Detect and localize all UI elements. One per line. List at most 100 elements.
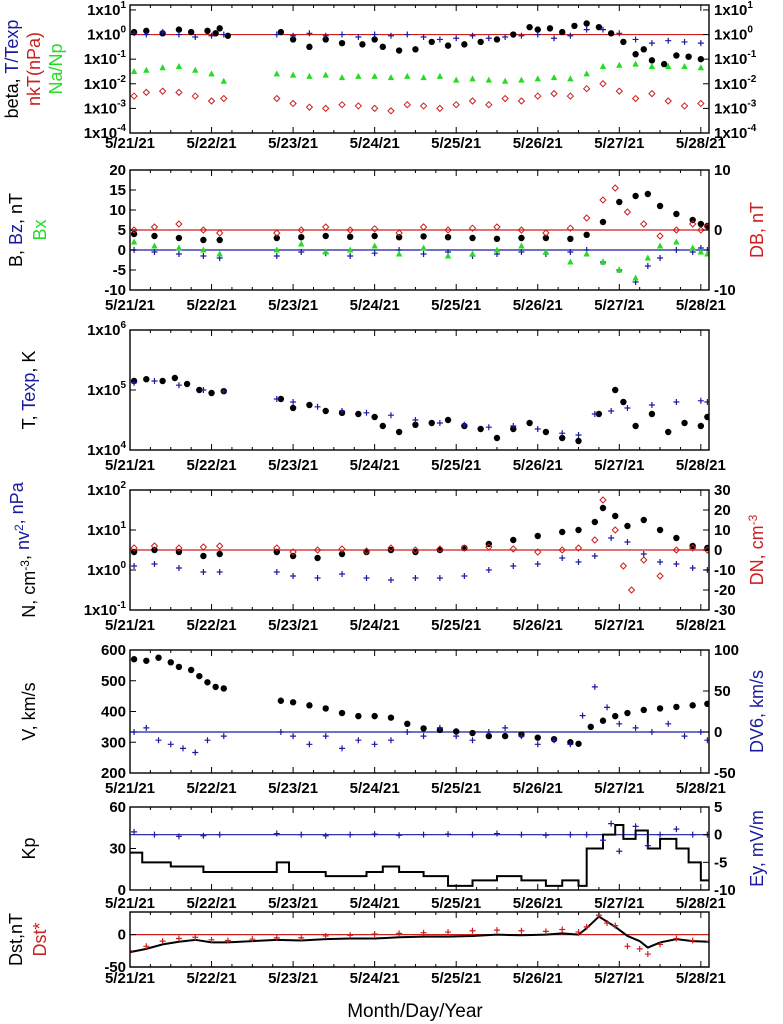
data-point (150, 542, 159, 550)
y-tick-label: 1x10-1 (84, 49, 127, 68)
data-point (542, 832, 549, 839)
y-axis-label-part: 2 (12, 524, 26, 531)
y-axis-label: nkT(nPa) (24, 32, 44, 106)
data-point (689, 542, 696, 550)
y-tick-label-right: 1x100 (714, 25, 753, 44)
y-axis-label: Kp (19, 837, 39, 859)
data-point (697, 422, 705, 430)
y-axis-label-right: DN, cm-3 (746, 514, 767, 585)
data-point (208, 32, 215, 39)
data-point (624, 522, 631, 530)
data-point (631, 94, 640, 103)
data-point (673, 935, 680, 942)
data-point (396, 832, 403, 839)
data-point (216, 569, 223, 575)
data-point (387, 546, 395, 554)
data-point (322, 932, 329, 939)
data-point (175, 220, 183, 228)
plot-frame (129, 911, 710, 968)
data-point (469, 831, 476, 838)
data-point (611, 184, 619, 192)
data-point (420, 233, 427, 240)
data-point (346, 226, 354, 234)
data-point (518, 927, 525, 934)
data-point (469, 75, 476, 82)
data-point (689, 244, 696, 251)
data-point (212, 683, 219, 691)
y-tick-label: 0 (118, 927, 126, 944)
data-point (469, 729, 476, 737)
data-point (632, 274, 639, 281)
series-t (130, 374, 709, 445)
data-point (130, 947, 133, 954)
x-tick-label: 5/23/21 (268, 135, 318, 152)
y-axis-label-part: nkT(nPa) (24, 32, 44, 106)
data-point (551, 35, 558, 42)
series-dst-line (130, 915, 709, 954)
data-point (159, 29, 166, 36)
data-point (396, 930, 403, 937)
data-point (200, 236, 207, 244)
x-tick-label: 5/23/21 (268, 895, 318, 912)
data-point (151, 831, 158, 838)
series-v (130, 654, 709, 747)
data-point (143, 943, 150, 950)
data-point (192, 34, 199, 40)
data-point (220, 77, 227, 84)
data-point (485, 424, 492, 431)
y-tick-label: 1x105 (87, 380, 126, 399)
y-axis-label-right: Ey, mV/m (747, 810, 767, 887)
data-point (216, 236, 223, 244)
data-point (648, 410, 656, 418)
data-point (501, 77, 509, 84)
data-point (485, 35, 492, 42)
data-point (640, 706, 647, 714)
data-point (370, 104, 379, 113)
data-point (220, 94, 228, 103)
data-point (444, 226, 452, 234)
data-point (673, 238, 680, 245)
data-point (591, 536, 599, 544)
data-point (445, 831, 452, 838)
data-point (322, 32, 329, 39)
data-point (591, 411, 598, 417)
data-point (673, 534, 680, 542)
data-point (534, 426, 541, 432)
data-point (657, 941, 664, 948)
x-tick-label: 5/27/21 (594, 617, 644, 634)
y-axis-label-right: DB, nT (747, 202, 767, 258)
data-point (632, 422, 639, 430)
x-tick-label: 5/26/21 (513, 457, 563, 474)
data-point (420, 251, 427, 257)
data-point (461, 421, 468, 428)
data-point (200, 246, 207, 253)
data-point (338, 709, 346, 717)
x-tick-label: 5/26/21 (513, 135, 563, 152)
data-point (314, 575, 321, 581)
data-point (551, 737, 558, 744)
data-point (632, 724, 639, 731)
data-point (277, 28, 285, 36)
panel-kp: 5/21/21 5/22/21 5/23/21 5/24/21 5/25/21 5/26/… (19, 799, 767, 912)
series-dst- (130, 912, 709, 958)
data-point (517, 97, 526, 105)
data-point (387, 412, 394, 419)
data-point (273, 569, 280, 575)
data-point (612, 922, 619, 929)
y-tick-label-right: 1x101 (714, 0, 753, 19)
data-point (518, 249, 525, 255)
data-point (657, 255, 664, 261)
data-point (704, 250, 709, 257)
panel-density: 5/21/21 5/22/21 5/23/21 5/24/21 5/25/21 5/26/… (7, 480, 767, 634)
data-point (196, 672, 203, 680)
y-axis-label-part: beta, (2, 74, 22, 119)
data-point (657, 831, 664, 838)
data-point (510, 563, 517, 569)
data-point (224, 32, 232, 39)
data-point (298, 831, 305, 838)
data-point (200, 832, 207, 839)
x-tick-label: 5/22/21 (187, 970, 237, 987)
data-point (632, 51, 639, 58)
series-na-np (130, 60, 705, 84)
data-point (131, 379, 138, 386)
